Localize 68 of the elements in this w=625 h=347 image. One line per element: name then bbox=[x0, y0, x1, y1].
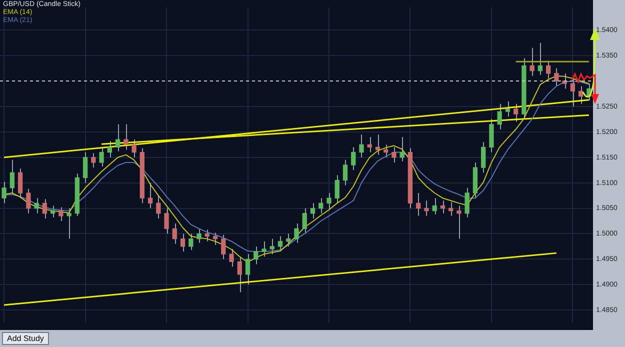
candlestick bbox=[50, 205, 56, 218]
candlestick bbox=[188, 233, 194, 251]
candlestick bbox=[505, 100, 510, 118]
candlestick bbox=[351, 146, 356, 171]
candlestick bbox=[26, 188, 31, 214]
candlestick bbox=[554, 68, 559, 87]
candlestick bbox=[416, 192, 421, 216]
candlestick bbox=[497, 103, 502, 130]
candlestick bbox=[148, 182, 153, 209]
candlestick bbox=[481, 142, 486, 174]
candlestick bbox=[115, 124, 120, 152]
candlestick bbox=[156, 195, 161, 219]
candlestick bbox=[270, 238, 274, 255]
candlestick bbox=[229, 248, 234, 268]
candlestick bbox=[196, 228, 202, 244]
candlestick bbox=[172, 223, 177, 244]
candlestick bbox=[318, 198, 324, 214]
candlestick bbox=[262, 240, 266, 258]
candlestick bbox=[221, 234, 226, 260]
candlestick bbox=[124, 124, 128, 150]
candlestick bbox=[375, 134, 380, 156]
candlestick bbox=[424, 200, 429, 216]
candlestick bbox=[204, 229, 210, 242]
candlestick bbox=[34, 198, 39, 214]
candlestick bbox=[514, 103, 518, 122]
candlestick bbox=[310, 202, 316, 219]
candlestick bbox=[82, 152, 88, 184]
candlestick bbox=[180, 233, 186, 252]
candlestick bbox=[91, 152, 96, 168]
candlestick bbox=[448, 202, 454, 216]
candlestick bbox=[538, 42, 543, 76]
candlestick bbox=[237, 256, 242, 293]
candlestick bbox=[578, 86, 584, 104]
candlestick bbox=[212, 232, 218, 246]
candlestick bbox=[440, 200, 446, 214]
candlestick bbox=[456, 205, 462, 240]
candlestick bbox=[562, 72, 567, 90]
candlestick bbox=[58, 206, 64, 222]
candlestick bbox=[294, 223, 299, 244]
candlestick bbox=[164, 208, 169, 234]
candlestick bbox=[384, 144, 388, 158]
candlestick bbox=[400, 136, 404, 162]
candlestick bbox=[464, 187, 470, 218]
candlestick bbox=[99, 146, 104, 168]
candlestick bbox=[286, 233, 291, 247]
candlestick bbox=[278, 236, 283, 252]
candlestick bbox=[367, 136, 372, 153]
text: Add Study bbox=[2, 332, 49, 345]
candlestick bbox=[432, 198, 437, 215]
candlestick bbox=[359, 134, 364, 158]
candlestick bbox=[342, 159, 348, 186]
candlestick bbox=[392, 146, 396, 163]
candlestick bbox=[66, 208, 72, 240]
candlestick bbox=[334, 174, 340, 204]
candlestick bbox=[10, 159, 15, 194]
candlestick bbox=[326, 192, 332, 210]
candlestick bbox=[107, 140, 112, 158]
candlestick bbox=[489, 118, 494, 153]
candlestick bbox=[254, 246, 258, 265]
candlestick bbox=[132, 139, 136, 158]
candlestick bbox=[42, 198, 48, 219]
candlestick bbox=[245, 254, 250, 286]
candlestick bbox=[530, 47, 534, 76]
candlestick bbox=[2, 181, 6, 204]
candlestick bbox=[570, 78, 576, 107]
candlestick bbox=[302, 208, 307, 234]
candlestick bbox=[18, 168, 23, 199]
candlestick bbox=[546, 60, 551, 79]
